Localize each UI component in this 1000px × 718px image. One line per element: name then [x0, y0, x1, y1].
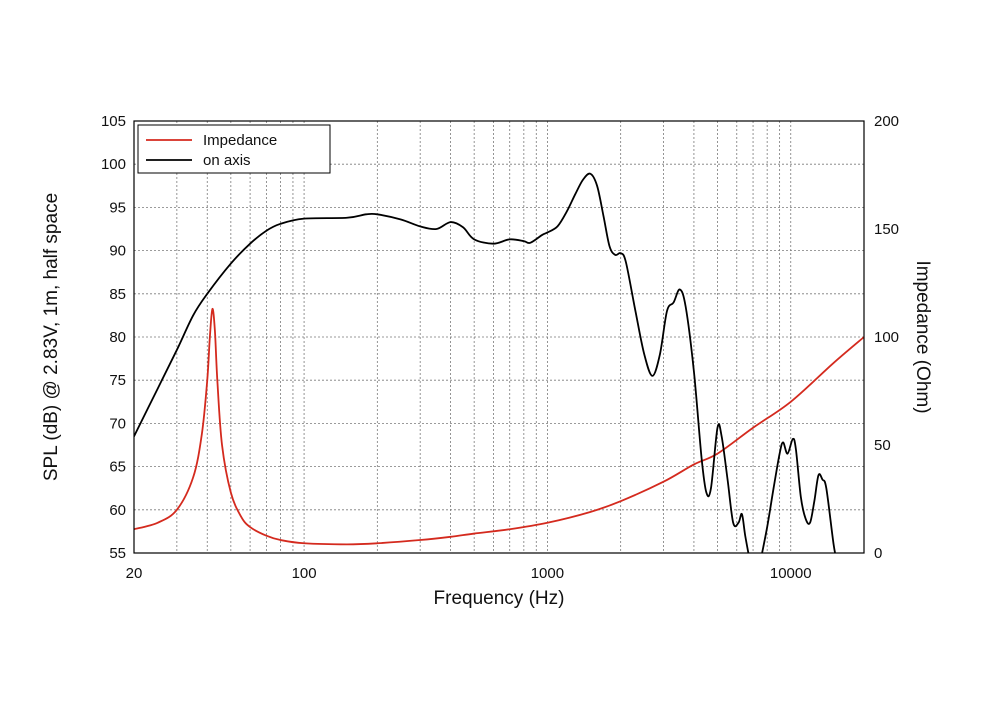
- y-right-tick-label: 50: [874, 437, 891, 454]
- x-tick-label: 100: [292, 565, 317, 582]
- series-line-impedance-0: [134, 308, 864, 546]
- x-tick-label: 10000: [770, 565, 812, 582]
- y-left-tick-label: 70: [109, 415, 126, 432]
- y-right-tick-label: 200: [874, 113, 899, 130]
- x-axis-title: Frequency (Hz): [434, 588, 565, 609]
- series-line-on-axis-2: [761, 437, 836, 553]
- curves: [134, 172, 864, 553]
- legend-box: [137, 124, 331, 174]
- y-right-tick-label: 150: [874, 221, 899, 238]
- series-line-on-axis-1: [134, 172, 750, 553]
- y-left-tick-label: 90: [109, 243, 126, 260]
- x-tick-label: 1000: [531, 565, 564, 582]
- y-left-tick-label: 95: [109, 199, 126, 216]
- y-axis-right-title: Impedance (Ohm): [912, 260, 933, 413]
- tick-labels: 55 60 65 70 75 80 85 90 95 100 105 0 50 100 150 200 20 10…: [101, 113, 899, 582]
- grid: [134, 121, 864, 553]
- y-axis-left-title: SPL (dB) @ 2.83V, 1m, half space: [41, 193, 62, 481]
- y-left-tick-label: 80: [109, 329, 126, 346]
- y-left-tick-label: 85: [109, 286, 126, 303]
- plot-frame: [133, 120, 865, 554]
- y-left-tick-label: 60: [109, 502, 126, 519]
- y-left-tick-label: 55: [109, 545, 126, 562]
- y-left-tick-label: 65: [109, 459, 126, 476]
- legend-label-impedance: Impedance: [203, 132, 277, 149]
- x-tick-label: 20: [126, 565, 143, 582]
- y-left-tick-label: 105: [101, 113, 126, 130]
- y-right-tick-label: 0: [874, 545, 882, 562]
- legend: Impedance on axis: [137, 124, 331, 174]
- y-left-tick-label: 75: [109, 372, 126, 389]
- y-right-tick-label: 100: [874, 329, 899, 346]
- y-left-tick-label: 100: [101, 156, 126, 173]
- legend-label-on-axis: on axis: [203, 152, 251, 169]
